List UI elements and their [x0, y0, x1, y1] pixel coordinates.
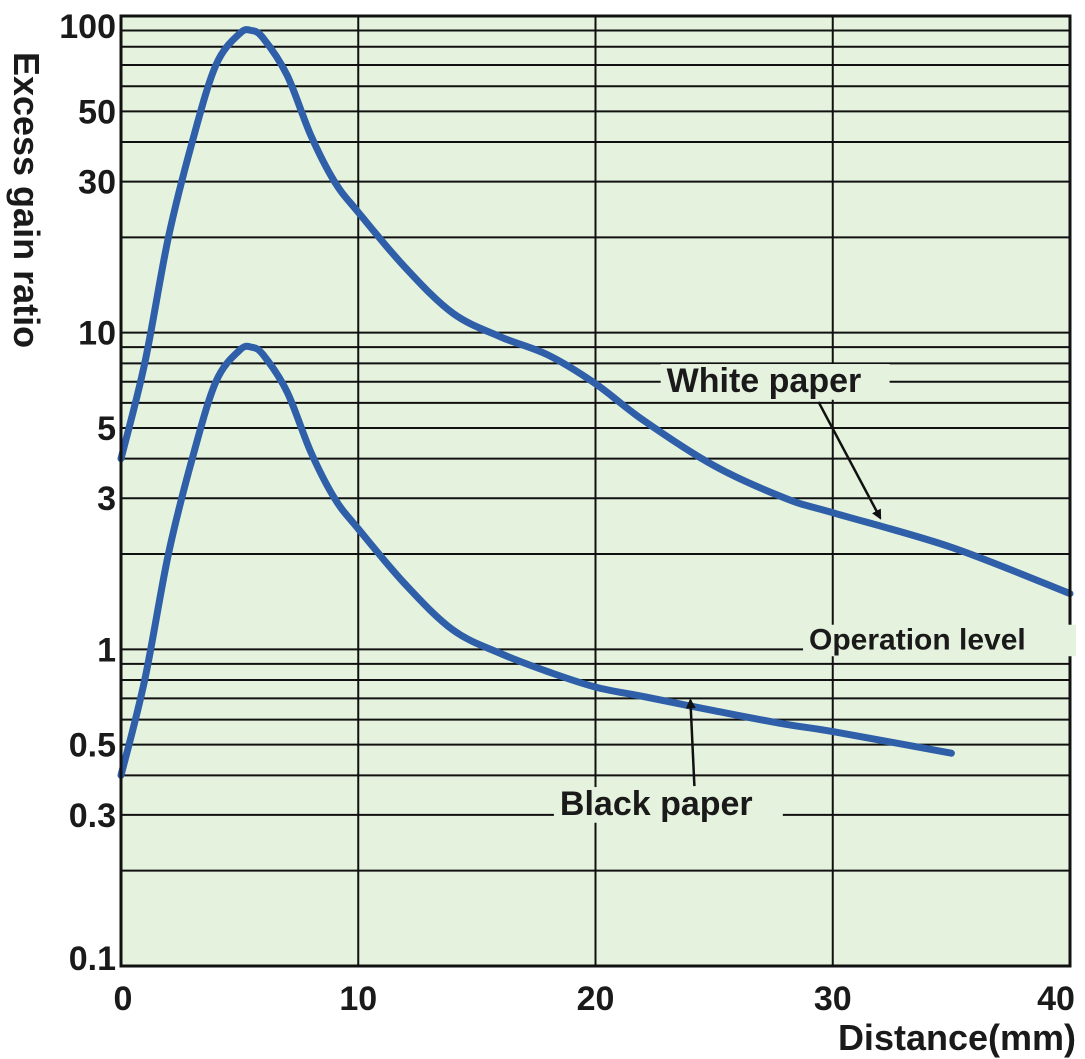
annotations: White paper Operation level Black paper: [553, 362, 1077, 823]
y-tick-label: 30: [78, 164, 116, 202]
y-tick-label: 100: [59, 8, 116, 46]
y-tick-label: 10: [78, 315, 116, 353]
annotation-backdrop: [660, 364, 890, 400]
y-tick-label: 50: [78, 93, 116, 131]
y-tick-label: 0.3: [69, 797, 116, 835]
series-line-white-paper: [117, 26, 1074, 598]
annotation-backdrop: [553, 787, 783, 823]
annotation-backdrop: [803, 624, 1077, 657]
x-tick-label: 30: [814, 980, 852, 1018]
annotation-black-paper: Black paper: [560, 785, 753, 823]
annotation-white-paper: White paper: [667, 362, 862, 400]
annotation-arrow: [817, 401, 882, 520]
y-tick-label: 5: [97, 410, 116, 448]
x-tick-label: 40: [1037, 980, 1075, 1018]
plot-frame: [119, 14, 1072, 968]
x-tick-labels: 0 10 20 30 40: [114, 980, 1075, 1018]
y-axis-label: Excess gain ratio: [6, 52, 47, 348]
x-tick-label: 10: [339, 980, 377, 1018]
y-tick-label: 1: [97, 631, 116, 669]
y-tick-label: 0.1: [69, 940, 116, 978]
x-tick-label: 0: [114, 980, 133, 1018]
x-axis-label: Distance(mm): [838, 1017, 1076, 1058]
x-tick-label: 20: [577, 980, 615, 1018]
y-tick-labels: 0.1 0.3 0.5 1 3 5 10 30 50 100: [59, 8, 116, 978]
y-tick-label: 0.5: [69, 727, 116, 765]
annotation-arrow: [685, 698, 696, 787]
annotation-operation-level: Operation level: [809, 623, 1026, 656]
y-tick-label: 3: [97, 480, 116, 518]
